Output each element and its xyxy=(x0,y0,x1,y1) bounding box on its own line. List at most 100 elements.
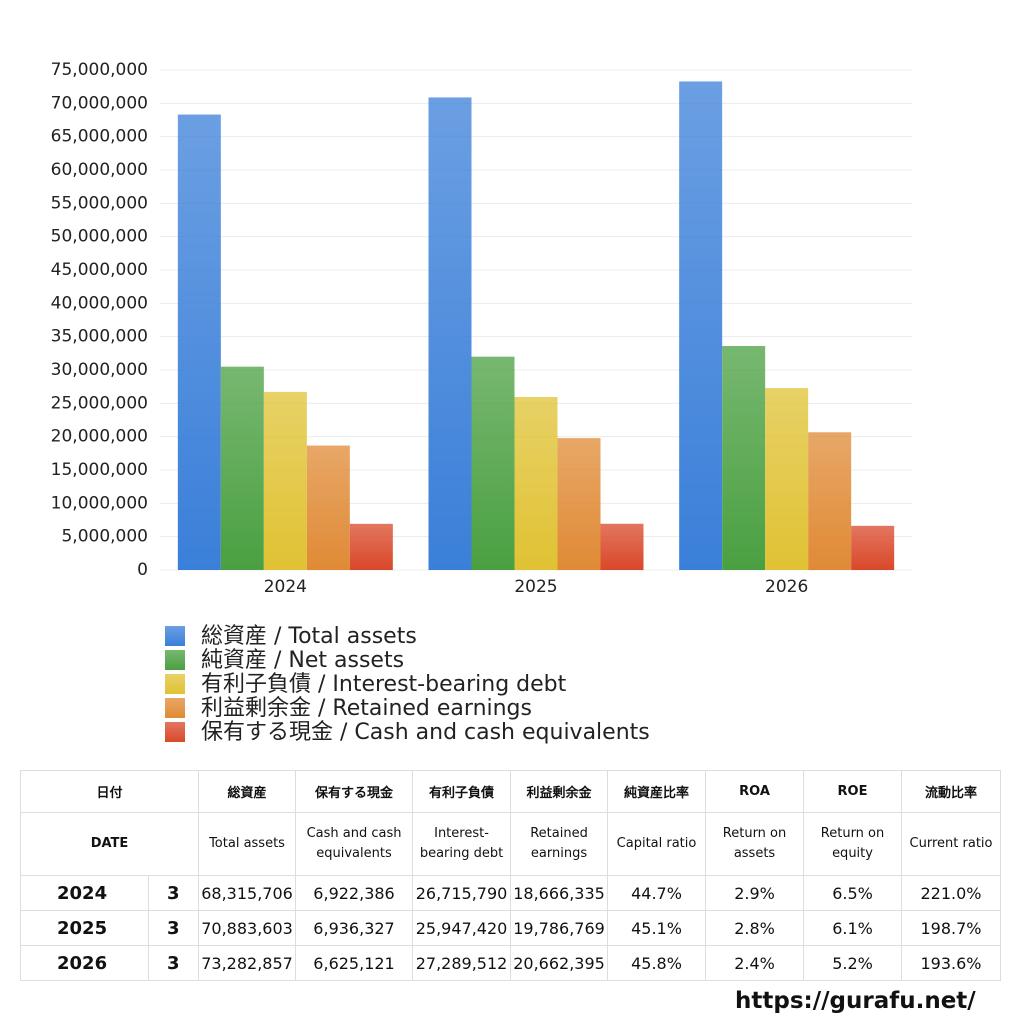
header-cell: Total assets xyxy=(198,812,297,876)
legend-label: 有利子負債 / Interest-bearing debt xyxy=(201,672,567,697)
table-cell: 198.7% xyxy=(901,910,1002,946)
y-tick-label: 70,000,000 xyxy=(51,93,148,113)
header-row: 日付 総資産 保有する現金 有利子負債 利益剰余金 純資産比率 ROA ROE 流動比率 xyxy=(19,770,1002,813)
table-cell: 44.7% xyxy=(607,875,707,911)
y-tick-label: 35,000,000 xyxy=(51,327,148,347)
table-cell: 25,947,420 xyxy=(412,910,512,946)
bar xyxy=(808,432,852,570)
table-cell: 6,922,386 xyxy=(295,875,414,911)
table-cell: 2025 xyxy=(20,910,149,946)
table-cell: 3 xyxy=(147,875,200,911)
table-cell: 26,715,790 xyxy=(412,875,512,911)
table-cell: 27,289,512 xyxy=(412,945,512,981)
header-cell: ROE xyxy=(803,770,903,813)
legend-swatch xyxy=(165,650,185,670)
data-row: 2025 3 70,883,603 6,936,327 25,947,420 19,786… xyxy=(20,910,1002,946)
table-cell: 18,666,335 xyxy=(510,875,609,911)
y-tick-label: 65,000,000 xyxy=(51,127,148,147)
bar xyxy=(177,114,221,571)
header-cell: Cash and cash equivalents xyxy=(295,812,414,876)
header-cell: 純資産比率 xyxy=(607,770,707,813)
header-cell: 有利子負債 xyxy=(412,770,512,813)
header-cell: Return on assets xyxy=(705,812,805,876)
legend-label: 利益剰余金 / Retained earnings xyxy=(201,696,532,721)
y-tick-label: 5,000,000 xyxy=(61,527,148,547)
x-tick-label: 2024 xyxy=(264,577,307,597)
table-cell: 2.4% xyxy=(705,945,805,981)
table-cell: 6,936,327 xyxy=(295,910,414,946)
header-cell: 日付 xyxy=(19,770,200,813)
bar xyxy=(471,356,515,570)
y-tick-label: 25,000,000 xyxy=(51,393,148,413)
y-tick-label: 40,000,000 xyxy=(51,293,148,313)
legend-label: 純資産 / Net assets xyxy=(201,648,404,673)
x-tick-label: 2025 xyxy=(514,577,557,597)
y-tick-label: 0 xyxy=(137,560,148,580)
table-cell: 3 xyxy=(147,910,200,946)
header-row: DATE Total assets Cash and cash equivalent… xyxy=(19,812,1002,876)
table-cell: 20,662,395 xyxy=(510,945,609,981)
x-tick-label: 2026 xyxy=(765,577,808,597)
bar xyxy=(722,346,766,570)
header-cell: DATE xyxy=(19,812,200,876)
y-tick-label: 10,000,000 xyxy=(51,493,148,513)
header-cell: Interest-bearing debt xyxy=(412,812,512,876)
header-cell: 流動比率 xyxy=(901,770,1002,813)
chart: 0 5,000,000 10,000,000 15,000,000 20,000,000… xyxy=(51,60,912,745)
table-cell: 6,625,121 xyxy=(295,945,414,981)
header-cell: ROA xyxy=(705,770,805,813)
y-tick-label: 75,000,000 xyxy=(51,60,148,80)
bar xyxy=(349,523,393,570)
header-cell: Capital ratio xyxy=(607,812,707,876)
data-table: 日付 総資産 保有する現金 有利子負債 利益剰余金 純資産比率 ROA ROE 流動比率 DATE… xyxy=(19,770,1002,981)
header-cell: 保有する現金 xyxy=(295,770,414,813)
table-cell: 5.2% xyxy=(803,945,903,981)
table-cell: 2024 xyxy=(20,875,149,911)
bar xyxy=(220,366,264,570)
table-cell: 3 xyxy=(147,945,200,981)
table-cell: 45.1% xyxy=(607,910,707,946)
legend-swatch xyxy=(165,674,185,694)
table-cell: 70,883,603 xyxy=(198,910,297,946)
header-cell: 総資産 xyxy=(198,770,297,813)
bar xyxy=(557,438,601,570)
legend-swatch xyxy=(165,722,185,742)
y-tick-label: 45,000,000 xyxy=(51,260,148,280)
data-row: 2026 3 73,282,857 6,625,121 27,289,512 20,662… xyxy=(20,945,1002,981)
table-cell: 6.5% xyxy=(803,875,903,911)
header-cell: Retained earnings xyxy=(510,812,609,876)
y-tick-label: 15,000,000 xyxy=(51,460,148,480)
table-cell: 193.6% xyxy=(901,945,1002,981)
y-tick-label: 30,000,000 xyxy=(51,360,148,380)
table-cell: 6.1% xyxy=(803,910,903,946)
bar xyxy=(514,397,558,570)
table-cell: 19,786,769 xyxy=(510,910,609,946)
header-cell: Current ratio xyxy=(901,812,1002,876)
legend-label: 保有する現金 / Cash and cash equivalents xyxy=(201,720,650,745)
header-cell: 利益剰余金 xyxy=(510,770,609,813)
y-tick-label: 50,000,000 xyxy=(51,227,148,247)
y-tick-label: 20,000,000 xyxy=(51,427,148,447)
bar xyxy=(851,525,895,570)
footer-url: https://gurafu.net/ xyxy=(735,988,976,1014)
table-cell: 221.0% xyxy=(901,875,1002,911)
y-tick-label: 55,000,000 xyxy=(51,193,148,213)
legend-swatch xyxy=(165,698,185,718)
bar xyxy=(765,388,809,570)
data-row: 2024 3 68,315,706 6,922,386 26,715,790 18,666… xyxy=(20,875,1002,911)
header-cell: Return on equity xyxy=(803,812,903,876)
bar xyxy=(600,523,644,570)
legend-swatch xyxy=(165,626,185,646)
table-cell: 68,315,706 xyxy=(198,875,297,911)
table-cell: 2.9% xyxy=(705,875,805,911)
bar xyxy=(263,391,307,570)
bar xyxy=(306,445,350,570)
bar xyxy=(428,97,472,570)
table-cell: 45.8% xyxy=(607,945,707,981)
legend-label: 総資産 / Total assets xyxy=(201,624,417,649)
table-cell: 2026 xyxy=(20,945,149,981)
table-cell: 2.8% xyxy=(705,910,805,946)
y-tick-label: 60,000,000 xyxy=(51,160,148,180)
bar xyxy=(679,81,723,570)
